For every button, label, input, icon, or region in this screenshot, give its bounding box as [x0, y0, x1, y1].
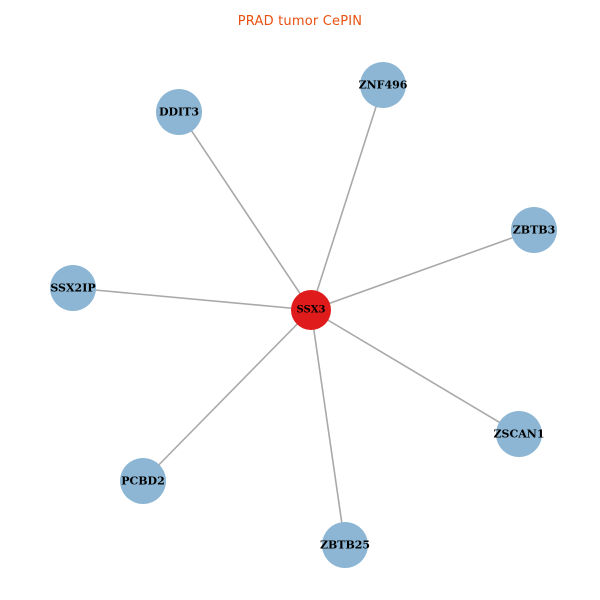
edge-layer: [72, 84, 535, 546]
node-circle-ssx2ip[interactable]: [50, 265, 96, 311]
edge-ssx3-znf496: [310, 84, 384, 311]
edge-ssx3-zscan1: [310, 309, 520, 435]
node-label-zscan1: ZSCAN1: [494, 428, 545, 441]
node-ssx3[interactable]: SSX3: [291, 290, 331, 330]
edge-ssx3-ddit3: [178, 111, 312, 311]
node-circle-pcbd2[interactable]: [120, 458, 166, 504]
node-ddit3[interactable]: DDIT3: [156, 89, 202, 135]
node-ssx2ip[interactable]: SSX2IP: [50, 265, 96, 311]
node-znf496[interactable]: ZNF496: [359, 62, 408, 108]
node-circle-ddit3[interactable]: [156, 89, 202, 135]
node-circle-zbtb3[interactable]: [511, 207, 557, 253]
node-label-ssx3: SSX3: [297, 305, 326, 316]
edge-ssx3-ssx2ip: [72, 287, 312, 311]
edge-ssx3-zbtb3: [310, 229, 535, 311]
page-title: PRAD tumor CePIN: [237, 14, 363, 29]
node-label-zbtb3: ZBTB3: [513, 224, 555, 237]
node-label-znf496: ZNF496: [359, 79, 408, 92]
node-zbtb3[interactable]: ZBTB3: [511, 207, 557, 253]
node-label-pcbd2: PCBD2: [121, 475, 165, 488]
edge-ssx3-pcbd2: [142, 309, 312, 482]
node-zbtb25[interactable]: ZBTB25: [320, 522, 370, 568]
node-label-ddit3: DDIT3: [159, 106, 199, 119]
node-pcbd2[interactable]: PCBD2: [120, 458, 166, 504]
node-label-zbtb25: ZBTB25: [320, 539, 370, 552]
node-circle-zbtb25[interactable]: [322, 522, 368, 568]
node-circle-zscan1[interactable]: [496, 411, 542, 457]
node-circle-znf496[interactable]: [360, 62, 406, 108]
node-zscan1[interactable]: ZSCAN1: [494, 411, 545, 457]
edge-ssx3-zbtb25: [310, 309, 346, 546]
node-label-ssx2ip: SSX2IP: [50, 282, 95, 295]
node-circle-ssx3[interactable]: [291, 290, 331, 330]
node-layer: SSX3 ZNF496 DDIT3 ZBTB3 SSX2IP ZSCAN1 ZBTB25 PC…: [50, 62, 557, 568]
